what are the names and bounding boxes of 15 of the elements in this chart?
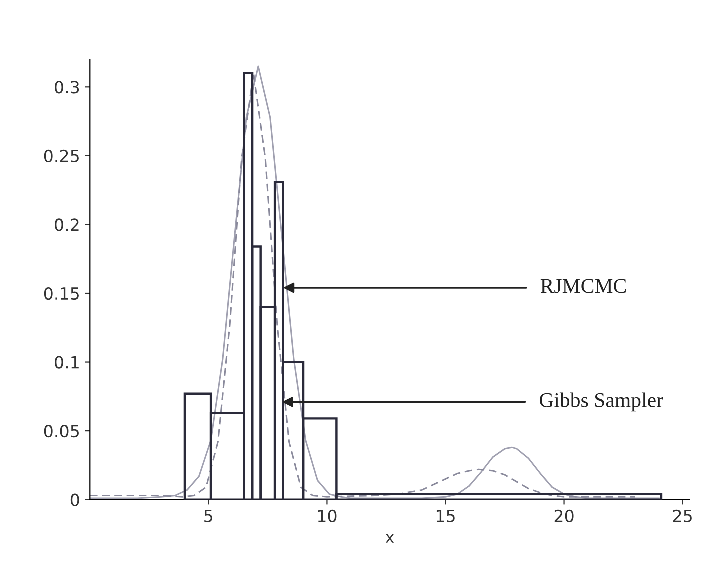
y-tick-label: 0.2 [55, 218, 79, 232]
x-axis-title: x [386, 534, 394, 543]
annotation: Gibbs Sampler [540, 392, 664, 412]
x-tick-label: 20 [554, 510, 574, 522]
y-tick-label: 0.15 [44, 287, 79, 300]
y-tick-label: 0 [70, 494, 80, 506]
y-tick-label: 0.25 [44, 150, 79, 163]
x-tick-label: 10 [318, 510, 337, 522]
annotation: RJMCMC [540, 279, 626, 294]
y-tick-label: 0.3 [55, 81, 80, 94]
x-tick-label: 25 [673, 510, 692, 522]
x-tick-label: 5 [204, 510, 213, 522]
x-tick-label: 15 [436, 510, 455, 522]
y-tick-label: 0.1 [55, 356, 79, 369]
y-tick-label: 0.05 [44, 425, 79, 438]
